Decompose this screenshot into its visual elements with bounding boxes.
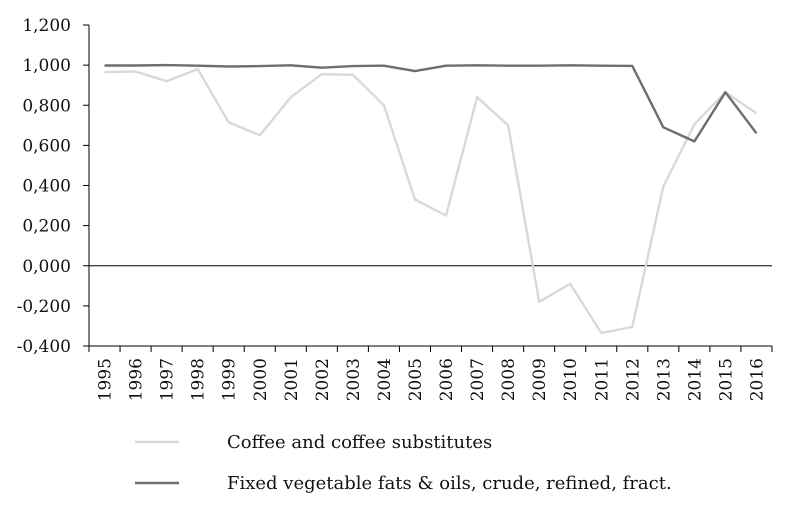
series-line-2: [104, 63, 758, 143]
y-axis: -0,400 -0,200 0,000 0,200 0,400 0,600 0,800 1,0…: [17, 16, 90, 357]
y-tick-label: -0,400: [17, 337, 71, 357]
x-tick-label: 2005: [406, 358, 426, 401]
x-tick-label: 2003: [344, 358, 364, 401]
x-tick-label: 2011: [592, 358, 612, 401]
x-tick-label: 2010: [561, 358, 581, 401]
y-tick-label: -0,200: [17, 297, 71, 317]
x-tick-label: 2008: [499, 358, 519, 401]
x-axis: 1995 1996 1997 1998 1999 2000 2001 2002 2003 2004…: [88, 345, 773, 401]
y-tick-label: 1,200: [22, 16, 71, 36]
y-tick-label: 0,400: [22, 177, 71, 197]
x-tick-label: 2004: [375, 358, 395, 401]
y-tick-label: 0,600: [22, 136, 71, 156]
x-tick-label: 2013: [654, 358, 674, 401]
y-tick-label: 0,200: [22, 217, 71, 237]
x-tick-label: 1995: [96, 358, 116, 401]
y-tick-label: 0,000: [22, 257, 71, 277]
legend-label-1: Coffee and coffee substitutes: [227, 432, 492, 453]
series-group: [104, 63, 758, 335]
x-tick-label: 2006: [437, 358, 457, 401]
series-line-1: [104, 67, 758, 335]
x-tick-label: 2015: [716, 358, 736, 401]
x-tick-label: 2007: [468, 358, 488, 401]
x-tick-label: 2012: [623, 358, 643, 401]
x-tick-label: 1997: [158, 358, 178, 401]
x-tick-label: 2002: [313, 358, 333, 401]
y-tick-label: 0,800: [22, 96, 71, 116]
legend: Coffee and coffee substitutes Fixed veget…: [135, 432, 672, 494]
x-tick-label: 1999: [220, 358, 240, 401]
x-tick-label: 2001: [282, 358, 302, 401]
x-tick-label: 2009: [530, 358, 550, 401]
x-tick-label: 2016: [747, 358, 767, 401]
x-tick-label: 2000: [251, 358, 271, 401]
x-tick-label: 1996: [127, 358, 147, 401]
x-tick-label: 2014: [685, 358, 705, 401]
y-tick-label: 1,000: [22, 56, 71, 76]
legend-label-2: Fixed vegetable fats & oils, crude, refi…: [227, 473, 672, 494]
x-tick-label: 1998: [189, 358, 209, 401]
